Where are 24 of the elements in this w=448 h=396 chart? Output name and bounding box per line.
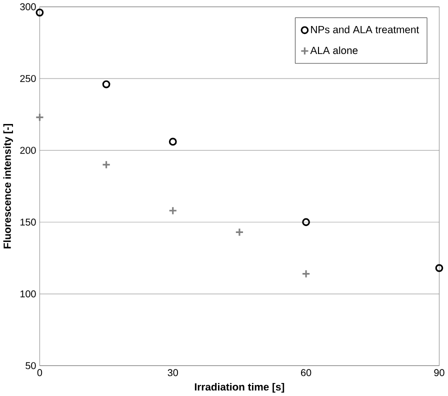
y-tick-label: 200 [20, 146, 36, 154]
y-tick-label: 250 [20, 75, 36, 82]
point [168, 206, 178, 216]
point [302, 218, 310, 226]
x-tick-label: 60 [301, 369, 312, 376]
y-tick-label: 100 [20, 290, 36, 298]
y-axis-title: Fluorescence intensity [-] [3, 124, 13, 248]
point [435, 264, 444, 272]
x-tick-label: 0 [37, 369, 42, 376]
x-tick-label: 30 [168, 369, 178, 376]
point [102, 160, 111, 170]
y-tick-label: 150 [20, 218, 36, 226]
point [36, 8, 44, 17]
legend-label: NPs and ALA treatment [311, 26, 420, 34]
y-tick-label: 300 [20, 3, 36, 10]
point [235, 228, 244, 237]
point [302, 270, 310, 278]
y-tick-label: 50 [26, 362, 36, 370]
x-axis-title: Irradiation time [s] [194, 382, 284, 393]
legend-label: ALA alone [310, 46, 358, 54]
point [168, 138, 177, 146]
point [35, 113, 44, 122]
x-tick-label: 90 [434, 369, 444, 376]
point [102, 80, 110, 88]
